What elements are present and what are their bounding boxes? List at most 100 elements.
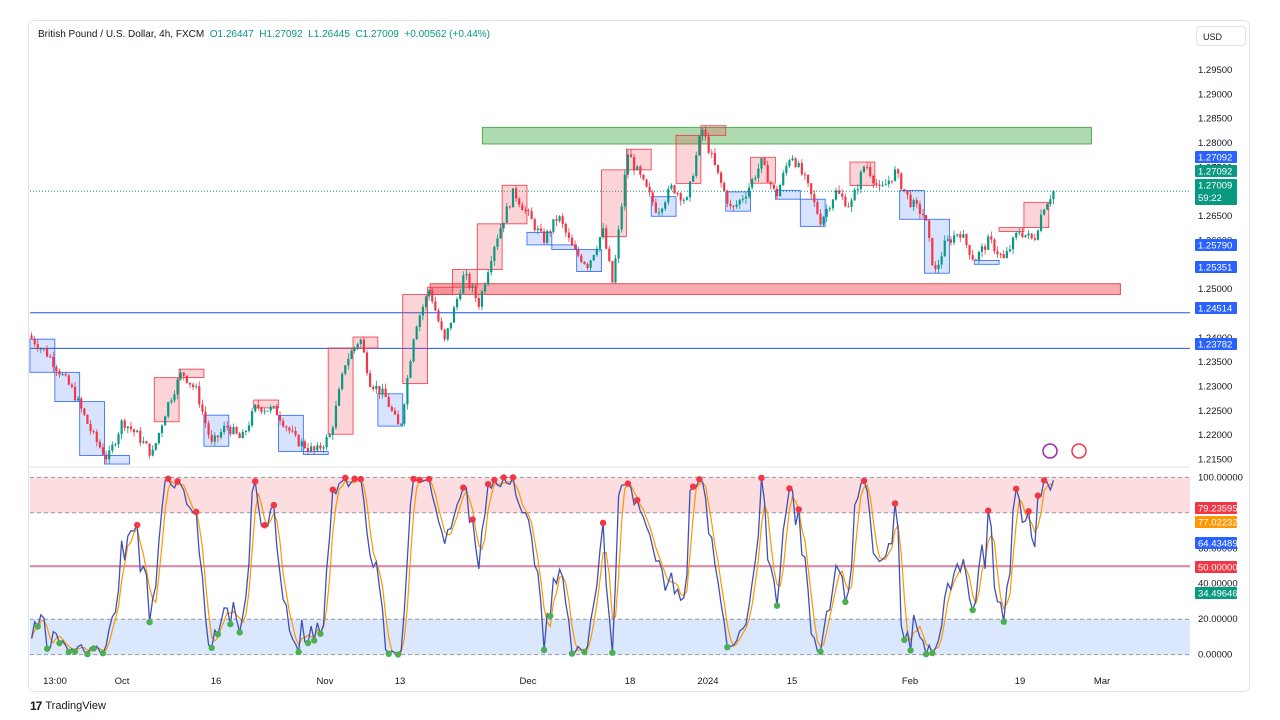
candle-body	[459, 293, 462, 300]
candle-body	[226, 425, 229, 427]
candle-body	[620, 206, 623, 230]
overbought-dot	[174, 478, 181, 485]
candle-body	[766, 164, 769, 183]
candle-body	[219, 432, 223, 438]
candle-body	[909, 194, 912, 207]
overbought-dot	[270, 501, 278, 509]
candle-body	[952, 235, 956, 243]
candle-body	[148, 443, 151, 456]
candle-body	[570, 237, 574, 246]
candle-body	[154, 443, 157, 450]
oversold-dot	[295, 648, 302, 656]
stoch-tag: 64.43489	[1198, 539, 1238, 550]
candle-body	[160, 425, 164, 433]
candle-body	[577, 248, 580, 256]
candle-body	[906, 190, 909, 195]
overbought-dot	[261, 522, 268, 529]
candle-body	[878, 184, 881, 186]
candle-body	[285, 426, 288, 428]
candle-body	[313, 446, 316, 451]
time-tick-label: Oct	[115, 676, 130, 687]
candle-body	[70, 384, 74, 387]
candle-body	[247, 425, 251, 431]
candle-body	[77, 398, 80, 401]
candle-body	[241, 431, 244, 439]
oversold-dot	[71, 648, 79, 655]
price-tag: 1.27009	[1198, 181, 1232, 192]
candle-body	[859, 172, 862, 189]
candle-body	[636, 166, 639, 170]
demand-box	[576, 249, 602, 272]
candle-body	[611, 261, 614, 283]
candle-body	[682, 199, 685, 201]
price-chart[interactable]: 1.295001.290001.285001.280001.275001.265…	[0, 0, 1280, 700]
overbought-dot	[1034, 492, 1042, 499]
candle-body	[182, 372, 185, 376]
candle-body	[297, 434, 300, 447]
candle-body	[403, 404, 406, 424]
candle-body	[785, 166, 788, 173]
candle-body	[278, 415, 282, 421]
candle-body	[869, 166, 872, 176]
candle-body	[310, 446, 313, 452]
symbol-title[interactable]: British Pound / U.S. Dollar, 4h, FXCM	[38, 29, 205, 40]
candle-body	[987, 236, 990, 250]
candle-body	[201, 404, 204, 412]
candle-body	[816, 202, 819, 214]
candle-body	[300, 441, 303, 447]
high-value: H1.27092	[259, 29, 303, 40]
oversold-dot	[773, 602, 781, 609]
support-zone	[429, 283, 1121, 295]
oversold-dot	[540, 646, 548, 654]
overbought-dot	[484, 480, 492, 488]
candle-body	[747, 187, 751, 197]
candle-body	[440, 321, 443, 330]
candle-body	[257, 404, 260, 408]
candle-body	[977, 251, 980, 260]
candle-body	[720, 172, 723, 183]
candle-body	[648, 186, 651, 193]
candle-body	[962, 234, 965, 238]
candle-body	[275, 406, 279, 416]
candle-body	[1052, 191, 1055, 200]
oversold-dot	[922, 650, 930, 658]
overbought-band	[30, 477, 1190, 513]
candle-body	[387, 397, 390, 407]
overbought-dot	[599, 519, 607, 527]
candle-body	[530, 211, 533, 220]
candle-body	[61, 374, 64, 376]
candle-body	[567, 232, 570, 238]
candle-body	[341, 373, 344, 390]
candle-body	[396, 414, 400, 425]
price-tag: 1.27092	[1198, 153, 1232, 164]
tradingview-brand[interactable]: TradingView	[45, 700, 106, 712]
candle-body	[527, 210, 530, 212]
oversold-dot	[568, 650, 576, 657]
currency-button[interactable]: USD	[1196, 26, 1246, 46]
candle-body	[608, 248, 611, 262]
candle-body	[350, 350, 353, 359]
candle-body	[191, 384, 195, 388]
candle-body	[738, 199, 741, 205]
stoch-tag: 77.02232	[1198, 518, 1238, 529]
candle-body	[887, 180, 890, 185]
candle-body	[937, 264, 940, 270]
candle-body	[533, 219, 536, 231]
candle-body	[723, 182, 726, 192]
candle-body	[406, 377, 409, 405]
oversold-dot	[317, 630, 324, 637]
candle-body	[574, 245, 577, 249]
oversold-dot	[969, 606, 976, 614]
candle-body	[828, 208, 831, 210]
overbought-dot	[689, 483, 697, 490]
candle-body	[956, 234, 959, 236]
candle-body	[117, 434, 120, 445]
candle-body	[331, 427, 334, 435]
chart-frame	[28, 20, 1250, 692]
overbought-dot	[469, 516, 476, 523]
candle-body	[701, 129, 704, 137]
candle-body	[480, 291, 484, 307]
candle-body	[934, 265, 937, 270]
candle-body	[431, 290, 434, 302]
candle-body	[337, 389, 341, 406]
